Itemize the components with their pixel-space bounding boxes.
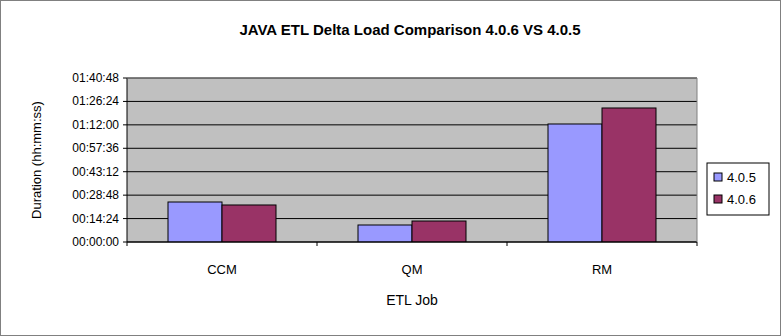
tick-label: 00:43:12 (72, 165, 119, 179)
y-axis (127, 78, 128, 242)
legend-label: 4.0.6 (727, 192, 756, 207)
tick-label: 00:57:36 (72, 141, 119, 155)
grid-line (127, 78, 697, 79)
legend-swatch (714, 195, 722, 203)
bar (548, 124, 602, 242)
plot-area (127, 78, 697, 242)
tick-label: 00:14:24 (72, 212, 119, 226)
tick-label: 01:40:48 (72, 71, 119, 85)
tick-label: 01:12:00 (72, 118, 119, 132)
bar (358, 225, 412, 242)
y-axis-label: Duration (hh:mm:ss) (29, 101, 44, 219)
category-label: CCM (207, 262, 237, 277)
grid-line (127, 101, 697, 102)
legend-label: 4.0.5 (727, 170, 756, 185)
plot-frame (697, 78, 698, 242)
tick (123, 148, 127, 149)
plot-frame (127, 78, 697, 79)
title: JAVA ETL Delta Load Comparison 4.0.6 VS … (239, 21, 580, 38)
category-label: QM (402, 262, 423, 277)
grid-line (127, 242, 697, 243)
tick-label: 00:28:48 (72, 188, 119, 202)
legend-box (707, 163, 769, 215)
x-axis (127, 242, 697, 243)
bars (168, 108, 656, 242)
tick (123, 78, 127, 79)
bar (168, 202, 222, 242)
tick (123, 101, 127, 102)
chart: 00:00:00 00:14:24 00:28:48 00:43:12 00:57:36… (0, 0, 781, 336)
tick (123, 242, 127, 243)
legend-swatch (714, 173, 722, 181)
tick (123, 124, 127, 125)
bar (412, 221, 466, 242)
x-tick (317, 242, 318, 246)
tick-label: 00:00:00 (72, 235, 119, 249)
x-axis-label: ETL Job (386, 292, 438, 308)
bar (602, 108, 656, 242)
chart-border (1, 1, 781, 336)
tick (123, 195, 127, 196)
x-tick (127, 242, 128, 246)
x-tick (507, 242, 508, 246)
tick (123, 171, 127, 172)
x-tick (697, 242, 698, 246)
category-label: RM (592, 262, 612, 277)
bar (222, 205, 276, 242)
tick-label: 01:26:24 (72, 94, 119, 108)
tick (123, 218, 127, 219)
